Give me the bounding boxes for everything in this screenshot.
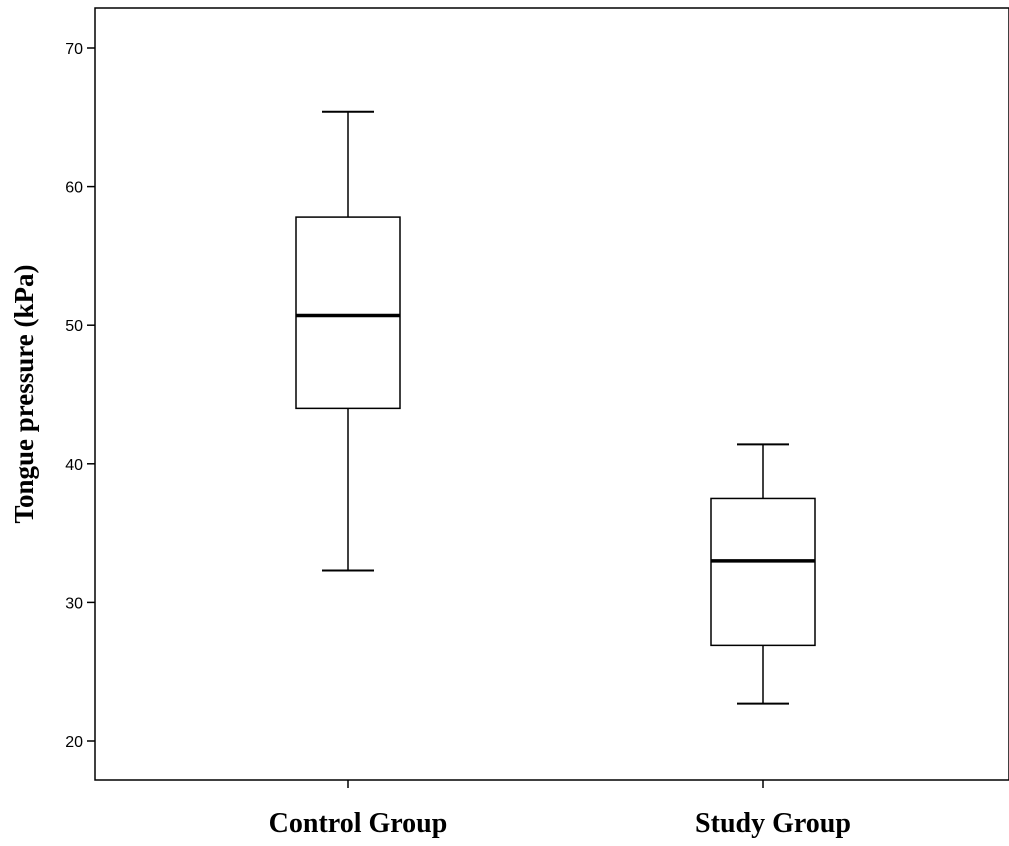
y-tick-label: 50 [65, 318, 83, 335]
y-tick-label: 60 [65, 180, 83, 197]
boxes-group [295, 110, 816, 705]
x-category-label: Study Group [695, 808, 851, 839]
box-1 [295, 110, 401, 572]
box-2 [710, 443, 816, 705]
plot-frame [94, 7, 1009, 781]
y-tick-label: 20 [65, 734, 83, 751]
iqr-box [295, 216, 401, 410]
x-axis-ticks: Control Group Study Group [269, 780, 851, 839]
y-axis-ticks: 20 30 40 50 60 70 [65, 41, 95, 751]
y-axis-title: Tongue pressure (kPa) [9, 264, 39, 523]
x-category-label: Control Group [269, 808, 448, 839]
iqr-box [710, 497, 816, 647]
y-tick-label: 70 [65, 41, 83, 58]
y-tick-label: 30 [65, 595, 83, 612]
y-tick-label: 40 [65, 457, 83, 474]
